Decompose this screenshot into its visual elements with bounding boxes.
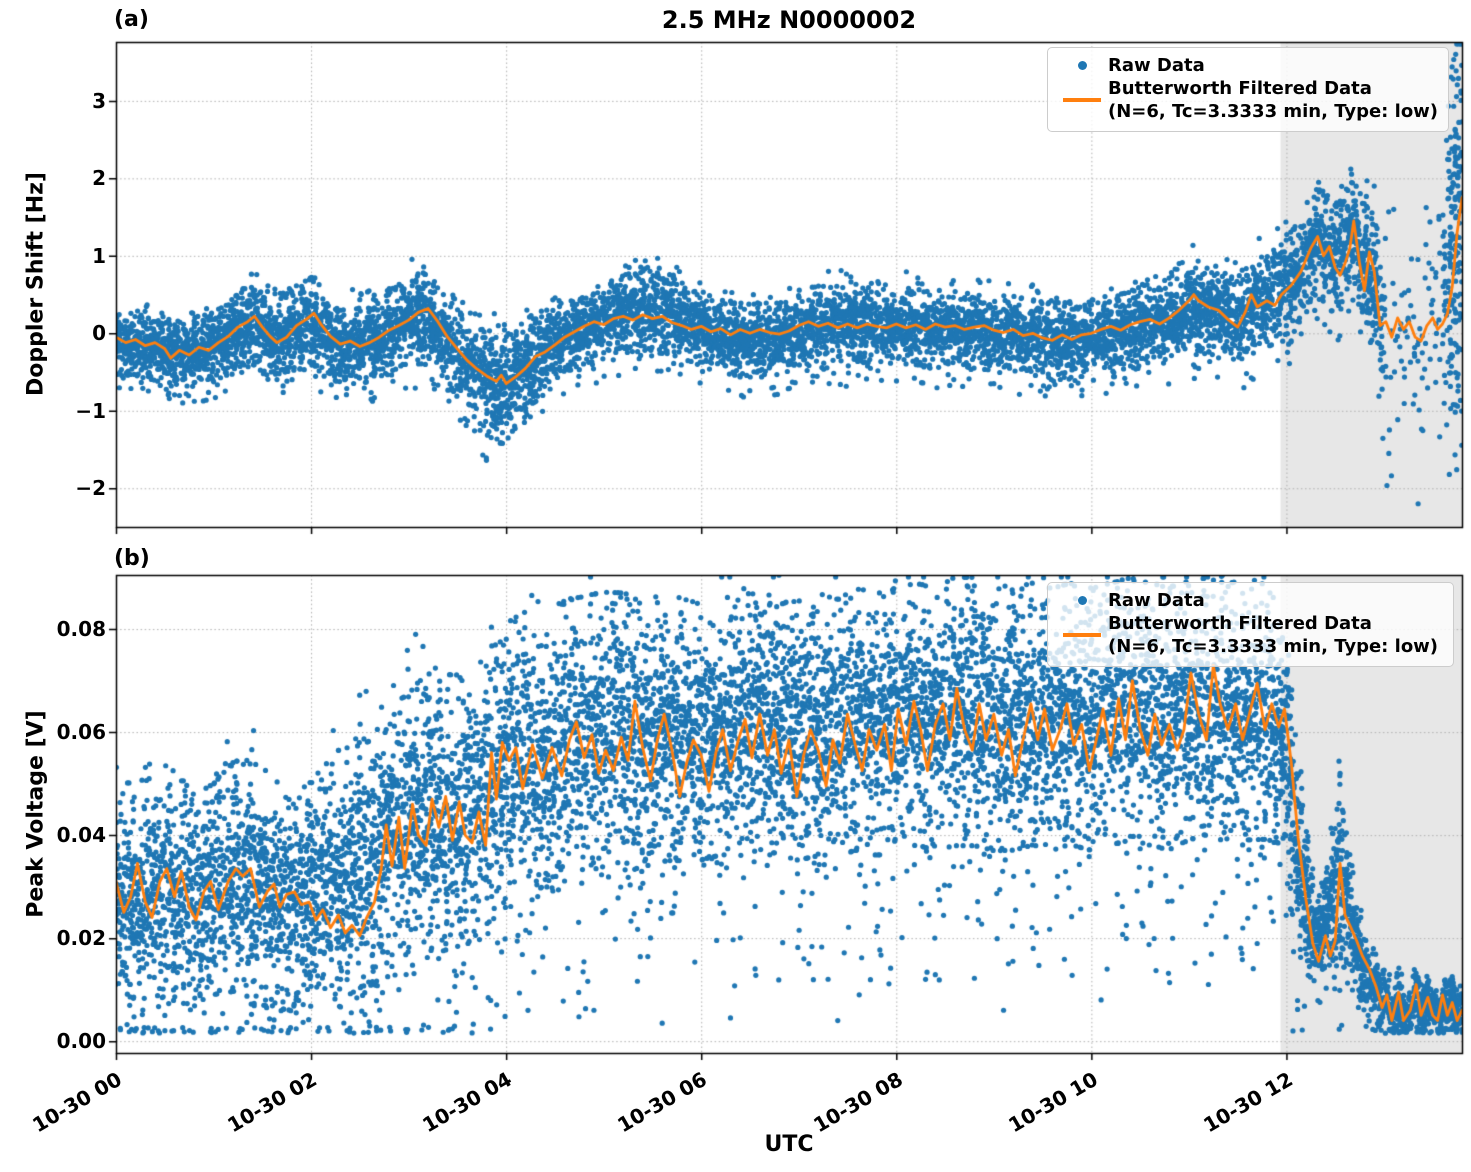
legend-panel-b: Raw Data Butterworth Filtered Data (N=6,…	[1047, 582, 1454, 668]
y-tick-label: 0.08	[56, 617, 106, 642]
legend-entry-raw: Raw Data	[1056, 589, 1441, 612]
y-tick-label: 1	[92, 243, 106, 268]
x-axis-label: UTC	[764, 1132, 814, 1157]
y-tick-label: 2	[92, 166, 106, 191]
legend-raw-label: Raw Data	[1108, 55, 1205, 76]
y-axis-label-a: Doppler Shift [Hz]	[23, 172, 49, 396]
legend-filtered-label-line2: (N=6, Tc=3.3333 min, Type: low)	[1108, 101, 1439, 123]
y-tick-label: 0.04	[56, 823, 106, 848]
y-tick-label: 3	[92, 88, 106, 113]
legend-panel-a: Raw Data Butterworth Filtered Data (N=6,…	[1047, 47, 1449, 133]
raw-data-marker-icon	[1056, 596, 1108, 606]
panel-a-label: (a)	[114, 7, 149, 32]
filtered-line-marker-icon	[1056, 633, 1108, 638]
y-tick-label: −2	[75, 476, 106, 501]
legend-filtered-label-line1: Butterworth Filtered Data	[1108, 613, 1372, 635]
legend-entry-filtered: Butterworth Filtered Data (N=6, Tc=3.333…	[1056, 77, 1439, 123]
legend-filtered-label-line1: Butterworth Filtered Data	[1108, 78, 1372, 100]
legend-entry-filtered: Butterworth Filtered Data (N=6, Tc=3.333…	[1056, 612, 1441, 658]
y-tick-label: 0	[92, 321, 106, 346]
figure-title: 2.5 MHz N0000002	[661, 6, 917, 34]
legend-entry-raw: Raw Data	[1056, 54, 1436, 77]
legend-raw-label: Raw Data	[1108, 590, 1205, 611]
raw-data-marker-icon	[1056, 61, 1108, 71]
y-tick-label: 0.02	[56, 926, 106, 951]
legend-filtered-label-line2: (N=6, Tc=3.3333 min, Type: low)	[1108, 636, 1439, 658]
filtered-line-marker-icon	[1056, 98, 1108, 103]
panel-b-label: (b)	[114, 546, 150, 571]
y-tick-label: −1	[75, 398, 106, 423]
y-tick-label: 0.00	[56, 1029, 106, 1054]
y-tick-label: 0.06	[56, 720, 106, 745]
